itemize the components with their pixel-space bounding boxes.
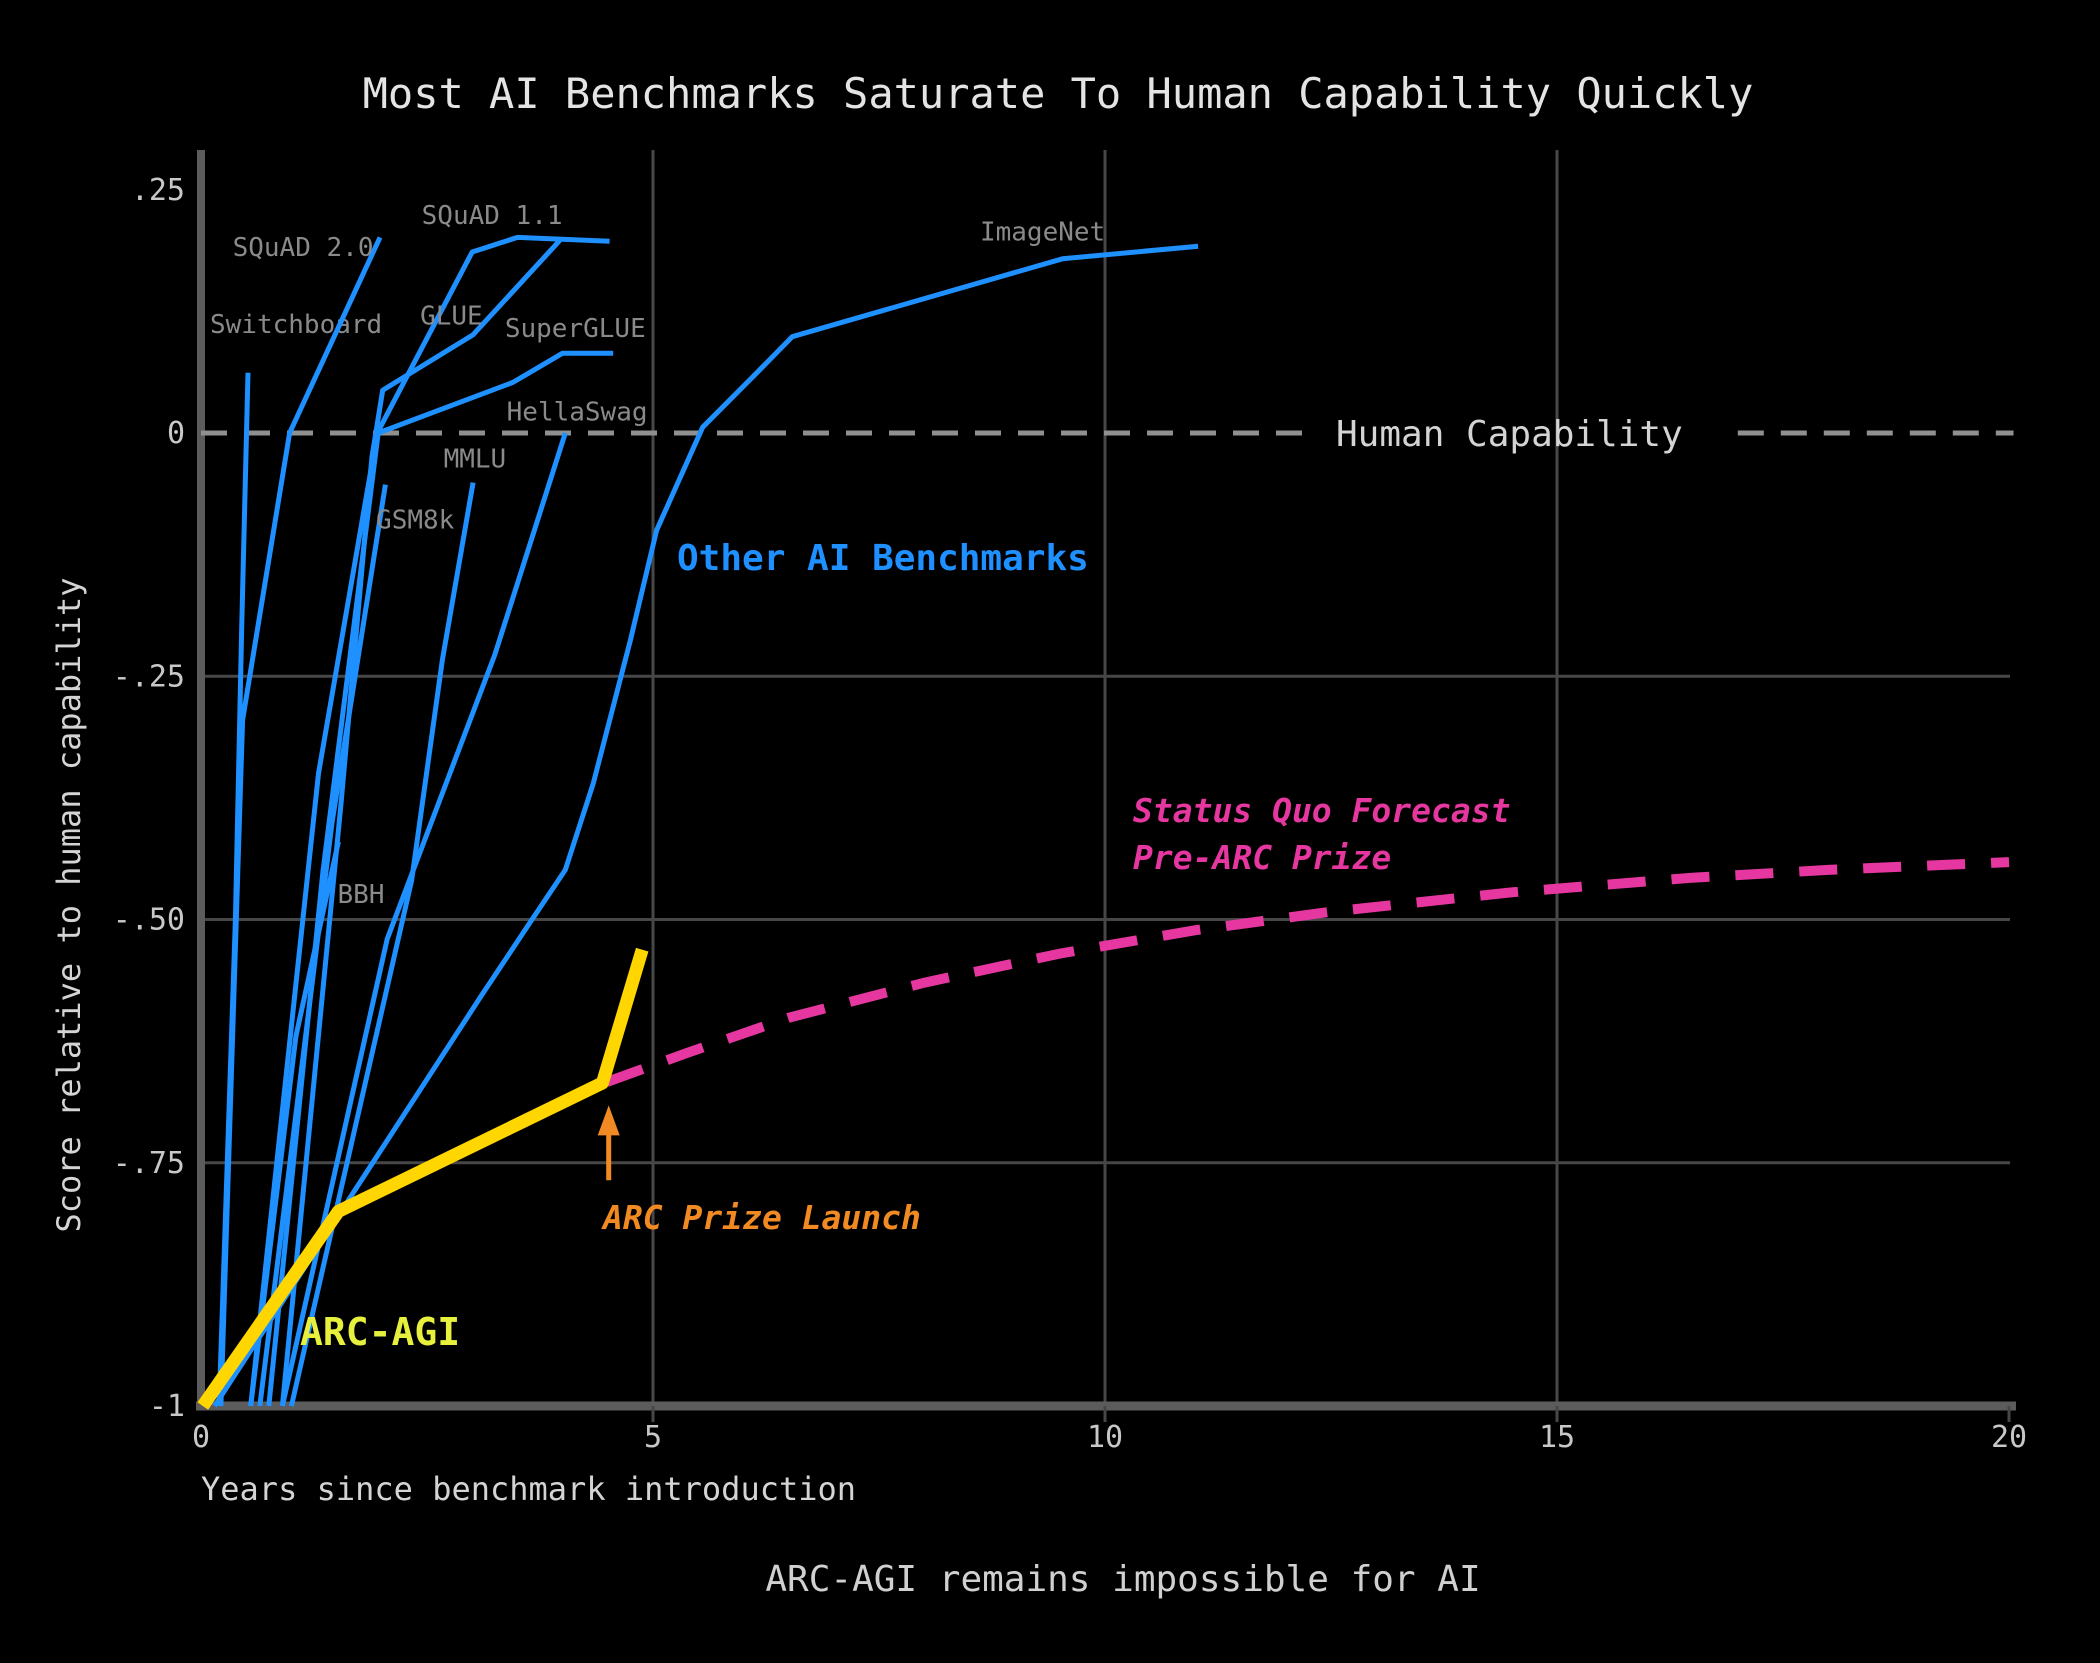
forecast-label-line1: Status Quo Forecast — [1133, 791, 1511, 830]
y-tick-label-0: 0 — [167, 416, 185, 451]
arc-prize-launch-label: ARC Prize Launch — [601, 1198, 921, 1237]
series-line-GSM8k — [257, 484, 388, 1407]
x-tick-label-20: 20 — [1991, 1420, 2027, 1455]
other-ai-benchmarks-label: Other AI Benchmarks — [677, 538, 1089, 579]
y-axis-title: Score relative to human capability — [50, 577, 88, 1232]
forecast-label-line2: Pre-ARC Prize — [1133, 838, 1391, 877]
benchmark-series-group: Switchboard SQuAD 2.0 SQuAD 1.1 GLUE SuperGL… — [210, 201, 1199, 1408]
x-axis-title: Years since benchmark introduction — [201, 1470, 856, 1508]
series-label-SQuAD 1.1: SQuAD 1.1 — [422, 201, 563, 231]
tick-labels-group: .250-.25-.50-.75-10 5 10 15 20 — [113, 173, 2027, 1455]
y-tick-label--.25: -.25 — [113, 659, 185, 694]
gridlines-group — [201, 150, 2010, 1406]
human-capability-label: Human Capability — [1336, 414, 1683, 455]
annotations-group — [197, 857, 2010, 1410]
series-label-SQuAD 2.0: SQuAD 2.0 — [233, 233, 374, 263]
series-line-MMLU — [288, 482, 476, 1407]
x-tick-label-10: 10 — [1087, 1420, 1123, 1455]
series-label-BBH: BBH — [338, 880, 385, 910]
series-line-SQuAD 2.0 — [218, 236, 383, 1407]
series-label-GSM8k: GSM8k — [376, 506, 455, 536]
series-line-GLUE — [279, 238, 562, 1407]
chart-title: Most AI Benchmarks Saturate To Human Cap… — [363, 69, 1754, 118]
series-line-BBH — [248, 841, 341, 1407]
x-tick-label-5: 5 — [644, 1420, 662, 1455]
series-line-HellaSwag — [279, 432, 568, 1407]
y-tick-label--1: -1 — [149, 1389, 185, 1424]
axes-group — [196, 150, 2016, 1422]
arc-prize-arrow-head — [597, 1105, 620, 1136]
arc-agi-label: ARC-AGI — [300, 1310, 460, 1354]
series-label-SuperGLUE: SuperGLUE — [505, 314, 646, 344]
series-label-MMLU: MMLU — [444, 444, 507, 474]
y-tick-label--.75: -.75 — [113, 1146, 185, 1181]
y-tick-label-.25: .25 — [131, 173, 185, 208]
series-line-ImageNet — [212, 243, 1199, 1408]
x-tick-label-0: 0 — [192, 1420, 210, 1455]
series-label-ImageNet: ImageNet — [980, 218, 1105, 248]
series-label-Switchboard: Switchboard — [210, 310, 382, 340]
forecast-line — [605, 857, 2010, 1087]
series-label-HellaSwag: HellaSwag — [507, 398, 648, 428]
x-tick-label-15: 15 — [1539, 1420, 1575, 1455]
arc-agi-line — [197, 947, 649, 1410]
series-label-GLUE: GLUE — [420, 301, 483, 331]
series-line-SQuAD 1.1 — [248, 234, 610, 1407]
chart-caption: ARC-AGI remains impossible for AI — [765, 1559, 1480, 1600]
y-tick-label--.50: -.50 — [113, 903, 185, 938]
